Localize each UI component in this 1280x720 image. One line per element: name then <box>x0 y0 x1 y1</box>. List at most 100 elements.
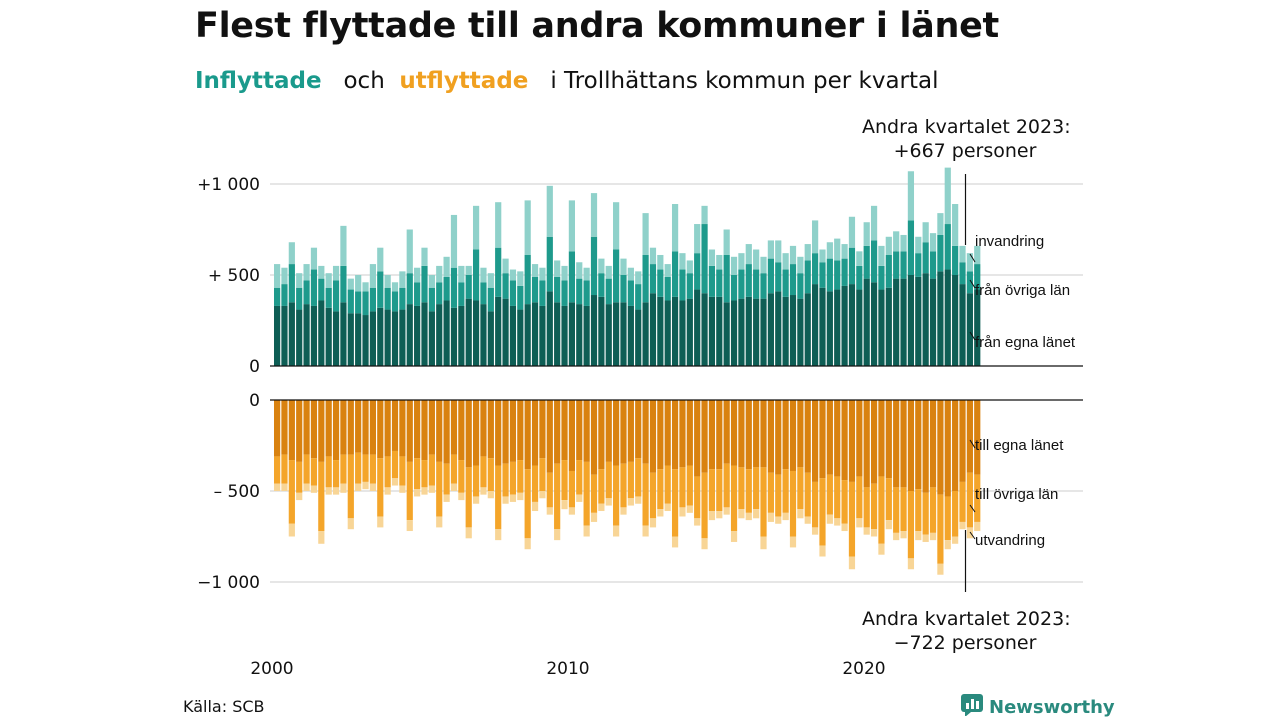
bars-out-till-övriga-län-bar <box>340 454 347 484</box>
bars-in-invandring-bar <box>907 171 915 221</box>
bars-out-utvandring-bar <box>288 523 295 537</box>
bars-in-invandring-bar <box>834 238 841 261</box>
bars-in-från-övriga-län-bar <box>384 287 391 310</box>
bars-out-till-övriga-län-bar <box>907 491 915 559</box>
bars-in-från-egna-länet-bar <box>863 278 870 366</box>
bars-out-till-övriga-län-bar <box>753 467 760 510</box>
outflow-label-leader <box>969 504 976 513</box>
bars-out-till-egna-länet-bar <box>775 400 782 475</box>
bars-in-från-egna-länet-bar <box>753 298 760 366</box>
bars-in-från-övriga-län-bar <box>347 289 354 314</box>
inflow-bars <box>274 167 981 366</box>
bars-out-utvandring-bar <box>760 536 767 550</box>
bars-out-utvandring-bar <box>775 516 782 524</box>
bars-out-till-egna-länet-bar <box>885 400 892 479</box>
bars-out-till-egna-länet-bar <box>347 400 354 455</box>
bars-out-utvandring-bar <box>863 527 870 535</box>
inflow-label-leader <box>969 253 976 263</box>
bars-in-från-övriga-län-bar <box>274 287 281 306</box>
bars-in-invandring-bar <box>915 236 922 254</box>
bars-out-utvandring-bar <box>355 483 362 491</box>
bars-in-invandring-bar <box>966 253 973 272</box>
bars-out-utvandring-bar <box>399 485 406 493</box>
bars-in-invandring-bar <box>465 265 472 275</box>
bars-in-från-egna-länet-bar <box>907 275 915 366</box>
bars-out-utvandring-bar <box>583 525 590 537</box>
bars-out-till-övriga-län-bar <box>870 483 878 530</box>
bars-in-från-övriga-län-bar <box>952 245 959 275</box>
annotation-bottom-line2: −722 personer <box>893 632 1037 654</box>
bars-out-till-egna-länet-bar <box>517 400 524 461</box>
bars-out-till-egna-länet-bar <box>642 400 649 464</box>
bars-in-invandring-bar <box>318 265 325 279</box>
bars-out-till-egna-länet-bar <box>281 400 288 455</box>
bars-out-till-egna-länet-bar <box>487 400 494 459</box>
bars-in-invandring-bar <box>671 204 679 252</box>
bars-out-till-övriga-län-bar <box>701 472 708 539</box>
bars-out-till-egna-länet-bar <box>952 400 959 491</box>
bars-out-till-egna-länet-bar <box>966 400 973 473</box>
inflow-series-label: från övriga län <box>975 282 1070 299</box>
bars-in-från-övriga-län-bar <box>554 276 561 303</box>
bars-in-invandring-bar <box>878 245 885 266</box>
annotation-bottom: Andra kvartalet 2023: −722 personer <box>862 607 1071 655</box>
bars-out-till-övriga-län-bar <box>509 461 517 495</box>
outflow-series-label: till övriga län <box>975 486 1058 503</box>
bars-in-invandring-bar <box>959 245 966 263</box>
bars-out-till-övriga-län-bar <box>856 476 863 519</box>
annotation-top-line2: +667 personer <box>893 140 1037 162</box>
bars-in-från-egna-länet-bar <box>487 311 494 366</box>
bars-out-utvandring-bar <box>281 483 288 491</box>
bars-out-till-övriga-län-bar <box>502 463 509 497</box>
bars-out-utvandring-bar <box>627 498 634 506</box>
bars-out-till-egna-länet-bar <box>804 400 811 473</box>
bars-out-utvandring-bar <box>274 483 281 491</box>
bars-in-invandring-bar <box>863 222 870 246</box>
bars-in-från-övriga-län-bar <box>436 282 443 305</box>
bars-in-från-övriga-län-bar <box>649 264 657 294</box>
bars-out-till-egna-länet-bar <box>716 400 723 470</box>
bars-out-till-övriga-län-bar <box>627 461 634 499</box>
bars-out-till-egna-länet-bar <box>450 400 458 455</box>
bars-out-utvandring-bar <box>642 525 649 537</box>
bars-out-till-övriga-län-bar <box>554 463 561 530</box>
bars-in-från-övriga-län-bar <box>561 280 568 306</box>
bars-out-utvandring-bar <box>841 523 848 532</box>
bars-out-utvandring-bar <box>428 485 435 493</box>
bars-in-invandring-bar <box>502 258 509 274</box>
bars-in-från-egna-länet-bar <box>384 309 391 366</box>
bars-in-från-övriga-län-bar <box>487 287 494 312</box>
bars-in-invandring-bar <box>826 242 833 259</box>
bars-in-invandring-bar <box>443 256 450 277</box>
bars-out-till-egna-länet-bar <box>915 400 922 490</box>
bars-out-utvandring-bar <box>605 498 612 506</box>
bars-in-från-egna-länet-bar <box>362 315 369 366</box>
bars-in-från-egna-länet-bar <box>443 300 450 366</box>
bars-out-utvandring-bar <box>480 487 487 495</box>
bars-in-från-övriga-län-bar <box>878 265 885 290</box>
bars-in-från-övriga-län-bar <box>517 285 524 310</box>
newsworthy-logo-icon <box>961 694 983 720</box>
bars-out-till-övriga-län-bar <box>465 467 472 528</box>
bars-in-invandring-bar <box>613 202 620 250</box>
chart-subtitle: Inflyttade och utflyttade i Trollhättans… <box>195 68 939 94</box>
bars-in-invandring-bar <box>347 278 354 290</box>
bars-out-till-egna-länet-bar <box>598 400 605 470</box>
bars-in-från-övriga-län-bar <box>421 265 428 303</box>
bars-in-invandring-bar <box>664 264 671 277</box>
bars-in-från-övriga-län-bar <box>296 287 303 310</box>
bars-out-utvandring-bar <box>590 512 598 522</box>
bars-out-till-egna-länet-bar <box>568 400 575 471</box>
bars-in-invandring-bar <box>797 256 804 274</box>
bars-out-till-egna-länet-bar <box>546 400 553 473</box>
bars-out-utvandring-bar <box>539 491 546 499</box>
bars-out-utvandring-bar <box>878 543 885 555</box>
bars-in-från-övriga-län-bar <box>745 264 752 297</box>
bars-out-till-egna-länet-bar <box>812 400 819 482</box>
bars-in-från-egna-länet-bar <box>414 305 421 366</box>
bars-in-från-egna-länet-bar <box>458 305 465 366</box>
bars-out-utvandring-bar <box>576 494 583 502</box>
bars-in-från-egna-länet-bar <box>834 289 841 366</box>
bars-in-invandring-bar <box>922 222 929 243</box>
bars-in-från-egna-länet-bar <box>369 311 377 366</box>
